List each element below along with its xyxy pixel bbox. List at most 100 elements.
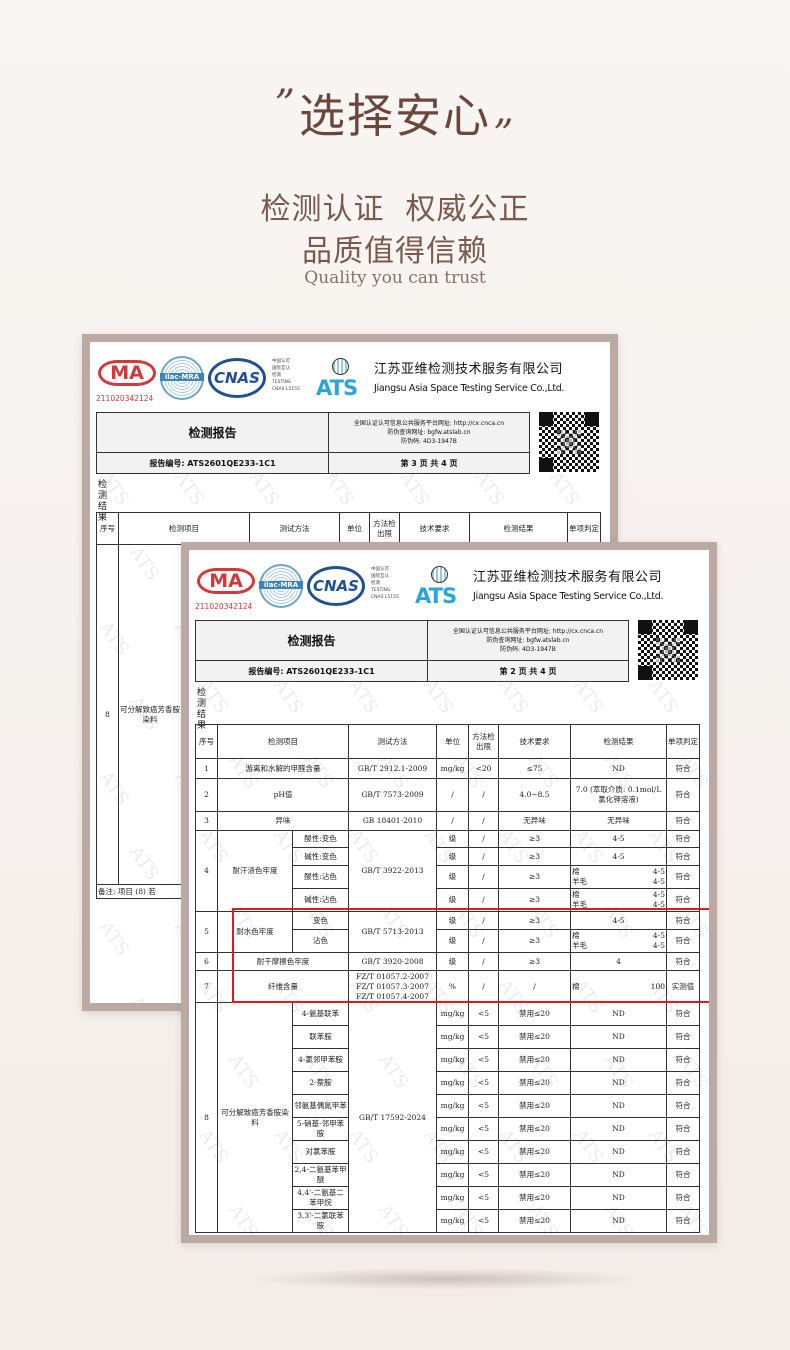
table-row: 3 异味 GB 18401-2010/ / 无异味 无异味 符合 bbox=[195, 811, 700, 831]
sub-item-cell: 对氯苯胺 bbox=[292, 1140, 349, 1164]
report-info-box: 检测报告 全国认证认可信息公共服务平台网址: http://cx.cnca.cn… bbox=[96, 412, 530, 474]
limit-cell: / bbox=[468, 811, 499, 831]
result-cell: ND bbox=[570, 1094, 667, 1118]
table-row: 6 耐干摩擦色牢度 GB/T 3920-2008 级 / ≥3 4 符合 bbox=[195, 952, 700, 971]
method-cell: GB/T 7573-2009 bbox=[348, 778, 437, 812]
verdict-cell: 符合 bbox=[666, 1094, 700, 1118]
unit-cell: mg/kg bbox=[436, 1094, 469, 1118]
col-requirement: 技术要求 bbox=[498, 724, 571, 759]
col-requirement: 技术要求 bbox=[399, 512, 470, 545]
result-cell: ND bbox=[570, 1209, 667, 1233]
report-number: 报告编号: ATS2601QE233-1C1 bbox=[196, 661, 428, 681]
sub-item-cell: 碱性:沾色 bbox=[292, 888, 349, 912]
limit-cell: / bbox=[468, 778, 499, 812]
ats-watermark: ATS bbox=[644, 675, 683, 718]
requirement-cell: 禁用≤20 bbox=[498, 1002, 571, 1026]
item-text: 可分解致癌芳香胺染料 bbox=[120, 704, 180, 724]
col-unit: 单位 bbox=[436, 724, 469, 759]
col-result: 检测结果 bbox=[570, 724, 667, 759]
result-cell: ND bbox=[570, 1186, 667, 1210]
unit-cell: mg/kg bbox=[436, 1163, 469, 1187]
requirement-cell: 禁用≤20 bbox=[498, 1186, 571, 1210]
cnas-logo: CNAS bbox=[307, 566, 365, 606]
unit-cell: mg/kg bbox=[436, 1140, 469, 1164]
method-cell: FZ/T 01057.2-2007 FZ/T 01057.3-2007 FZ/T… bbox=[348, 970, 437, 1003]
verdict-cell: 符合 bbox=[666, 778, 700, 812]
requirement-cell: ≥3 bbox=[498, 929, 571, 953]
table-row: 4,4'-二氨基二苯甲烷 mg/kg <5 禁用≤20 ND 符合 bbox=[196, 1186, 700, 1210]
table-row: 2 pH值 GB/T 7573-2009/ / 4.0~8.5 7.0 (萃取介… bbox=[195, 778, 700, 812]
result-cell: ND bbox=[570, 1025, 667, 1049]
ats-logo: ATS bbox=[415, 584, 457, 608]
result-cell: 4-5 bbox=[570, 847, 667, 866]
col-no: 序号 bbox=[195, 724, 218, 759]
limit-cell: <5 bbox=[468, 1002, 499, 1026]
item-cell: 耐水色牢度 bbox=[217, 911, 293, 953]
result-cell: ND bbox=[570, 1163, 667, 1187]
requirement-cell: ≥3 bbox=[498, 865, 571, 889]
limit-cell: <5 bbox=[468, 1117, 499, 1141]
no-cell: 1 bbox=[195, 758, 218, 779]
unit-cell: 级 bbox=[436, 888, 469, 912]
qr-code[interactable] bbox=[539, 412, 599, 472]
requirement-cell: 禁用≤20 bbox=[498, 1117, 571, 1141]
unit-cell: 级 bbox=[436, 830, 469, 848]
limit-cell: <5 bbox=[468, 1186, 499, 1210]
unit-cell: mg/kg bbox=[436, 1002, 469, 1026]
requirement-cell: ≥3 bbox=[498, 911, 571, 930]
table-row: 1 游离和水解的甲醛含量 GB/T 2912.1-2009 mg/kg <20 ≤… bbox=[195, 758, 700, 779]
table-row: 4-氯邻甲苯胺 mg/kg <5 禁用≤20 ND 符合 bbox=[196, 1048, 700, 1072]
unit-cell: mg/kg bbox=[436, 1186, 469, 1210]
company-name-en: Jiangsu Asia Space Testing Service Co.,L… bbox=[473, 591, 664, 602]
cma-logo: MA bbox=[197, 568, 255, 594]
requirement-cell: ≥3 bbox=[498, 830, 571, 848]
unit-cell: mg/kg bbox=[436, 1117, 469, 1141]
sub-item-cell: 4,4'-二氨基二苯甲烷 bbox=[292, 1186, 349, 1210]
unit-cell: 级 bbox=[436, 952, 469, 971]
limit-cell: <5 bbox=[468, 1071, 499, 1095]
no-cell: 7 bbox=[195, 970, 218, 1003]
item-cell: 游离和水解的甲醛含量 bbox=[217, 758, 349, 779]
verdict-cell: 符合 bbox=[666, 1163, 700, 1187]
col-result: 检测结果 bbox=[469, 512, 568, 545]
requirement-cell: 禁用≤20 bbox=[498, 1048, 571, 1072]
method-cell: GB 18401-2010 bbox=[348, 811, 437, 831]
table-row: 3,3'-二氯联苯胺 mg/kg <5 禁用≤20 ND 符合 bbox=[196, 1209, 700, 1233]
cnas-text-line: 国际互认 bbox=[272, 366, 290, 371]
unit-cell: 级 bbox=[436, 865, 469, 889]
limit-cell: / bbox=[468, 888, 499, 912]
verdict-cell: 符合 bbox=[666, 847, 700, 866]
no-cell: 3 bbox=[195, 811, 218, 831]
table-row: 碱性:变色 级 / ≥3 4-5 符合 bbox=[196, 847, 700, 866]
verdict-cell: 符合 bbox=[666, 1048, 700, 1072]
col-unit: 单位 bbox=[339, 512, 370, 545]
result-cell: 4-5 棉 4-5 羊毛 bbox=[570, 929, 667, 953]
cnas-text-line: 检测 bbox=[371, 581, 380, 586]
verdict-cell: 符合 bbox=[666, 1002, 700, 1026]
method-cell: GB/T 17592-2024 bbox=[348, 1002, 437, 1233]
col-limit: 方法检出限 bbox=[468, 724, 499, 759]
item-cell: 异味 bbox=[217, 811, 349, 831]
requirement-cell: ≤75 bbox=[498, 758, 571, 779]
sub-item-cell: 变色 bbox=[292, 911, 349, 930]
col-item: 检测项目 bbox=[217, 724, 349, 759]
sub-item-cell: 沾色 bbox=[292, 929, 349, 953]
certification-logos: MA 211020342124 ilac-MRA CNAS 中国认可 国际互认 检测… bbox=[195, 564, 705, 616]
cnas-text-line: 检测 bbox=[272, 373, 281, 378]
no-cell: 8 bbox=[96, 544, 119, 885]
table-row: 5 耐水色牢度 变色 GB/T 5713-2013 级 / ≥3 4-5 符合 bbox=[195, 911, 700, 953]
sub-item-cell: 碱性:变色 bbox=[292, 847, 349, 866]
requirement-cell: 4.0~8.5 bbox=[498, 778, 571, 812]
verdict-cell: 符合 bbox=[666, 1071, 700, 1095]
limit-cell: <20 bbox=[468, 758, 499, 779]
close-quote: ” bbox=[493, 112, 516, 158]
result-cell: ND bbox=[570, 758, 667, 779]
results-table: 序号 检测项目 测试方法 单位 方法检出限 技术要求 检测结果 单项判定 1 游… bbox=[195, 724, 700, 1233]
item-cell: pH值 bbox=[217, 778, 349, 812]
qr-code[interactable] bbox=[638, 620, 698, 680]
unit-cell: 级 bbox=[436, 911, 469, 930]
requirement-cell: 禁用≤20 bbox=[498, 1071, 571, 1095]
limit-cell: <5 bbox=[468, 1209, 499, 1233]
requirement-cell: 禁用≤20 bbox=[498, 1163, 571, 1187]
unit-cell: 级 bbox=[436, 847, 469, 866]
